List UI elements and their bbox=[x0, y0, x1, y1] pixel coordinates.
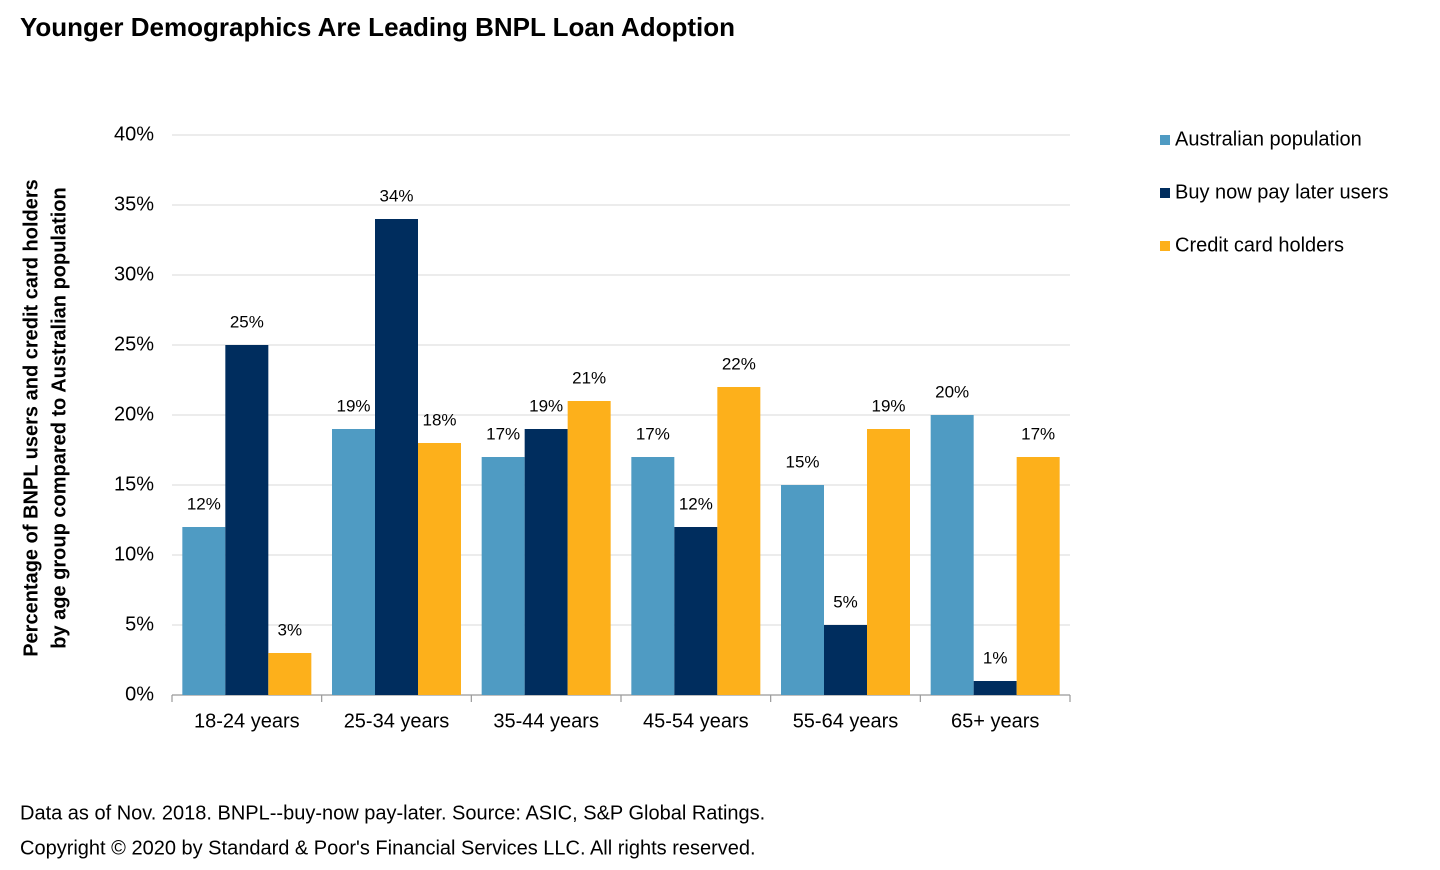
bar bbox=[182, 527, 226, 695]
value-label: 1% bbox=[983, 648, 1008, 667]
bar bbox=[1016, 457, 1060, 695]
x-tick-label: 55-64 years bbox=[793, 710, 899, 732]
bar bbox=[973, 681, 1017, 695]
bar bbox=[824, 625, 867, 695]
bar bbox=[674, 527, 718, 695]
value-label: 18% bbox=[422, 410, 456, 429]
legend-label: Credit card holders bbox=[1175, 234, 1344, 256]
value-label: 19% bbox=[871, 396, 905, 415]
x-tick-label: 65+ years bbox=[951, 710, 1039, 732]
bar bbox=[375, 219, 418, 695]
bar bbox=[418, 443, 461, 695]
value-label: 20% bbox=[935, 382, 969, 401]
y-tick-label: 15% bbox=[114, 473, 154, 495]
legend-swatch bbox=[1160, 241, 1170, 251]
value-label: 17% bbox=[486, 424, 520, 443]
y-tick-label: 40% bbox=[114, 123, 154, 145]
bar bbox=[225, 345, 269, 695]
y-tick-label: 20% bbox=[114, 403, 154, 425]
value-label: 3% bbox=[278, 620, 303, 639]
legend-swatch bbox=[1160, 135, 1170, 145]
bar bbox=[481, 457, 525, 695]
y-tick-label: 10% bbox=[114, 543, 154, 565]
bar bbox=[567, 401, 611, 695]
y-axis-label: by age group compared to Australian popu… bbox=[48, 187, 70, 649]
y-axis-label: Percentage of BNPL users and credit card… bbox=[20, 179, 42, 657]
value-label: 15% bbox=[785, 452, 819, 471]
legend-label: Buy now pay later users bbox=[1175, 181, 1388, 203]
value-label: 25% bbox=[230, 312, 264, 331]
bar bbox=[717, 387, 761, 695]
footnote: Copyright © 2020 by Standard & Poor's Fi… bbox=[20, 837, 756, 859]
x-tick-label: 35-44 years bbox=[493, 710, 599, 732]
y-tick-label: 35% bbox=[114, 193, 154, 215]
bar bbox=[631, 457, 675, 695]
value-label: 17% bbox=[636, 424, 670, 443]
bar bbox=[268, 653, 312, 695]
x-tick-label: 25-34 years bbox=[344, 710, 450, 732]
y-tick-label: 5% bbox=[125, 613, 154, 635]
bar bbox=[930, 415, 974, 695]
legend-label: Australian population bbox=[1175, 128, 1362, 150]
value-label: 22% bbox=[722, 354, 756, 373]
value-label: 34% bbox=[379, 186, 413, 205]
value-label: 12% bbox=[679, 494, 713, 513]
legend-swatch bbox=[1160, 188, 1170, 198]
y-tick-label: 0% bbox=[125, 683, 154, 705]
value-label: 5% bbox=[833, 592, 858, 611]
bar bbox=[524, 429, 568, 695]
y-tick-label: 30% bbox=[114, 263, 154, 285]
chart-title: Younger Demographics Are Leading BNPL Lo… bbox=[20, 12, 735, 42]
value-label: 19% bbox=[529, 396, 563, 415]
x-tick-label: 45-54 years bbox=[643, 710, 749, 732]
footnote: Data as of Nov. 2018. BNPL--buy-now pay-… bbox=[20, 802, 765, 824]
x-tick-label: 18-24 years bbox=[194, 710, 300, 732]
bar bbox=[781, 485, 824, 695]
value-label: 12% bbox=[187, 494, 221, 513]
value-label: 21% bbox=[572, 368, 606, 387]
bar bbox=[332, 429, 375, 695]
value-label: 19% bbox=[336, 396, 370, 415]
bar bbox=[867, 429, 910, 695]
value-label: 17% bbox=[1021, 424, 1055, 443]
y-tick-label: 25% bbox=[114, 333, 154, 355]
